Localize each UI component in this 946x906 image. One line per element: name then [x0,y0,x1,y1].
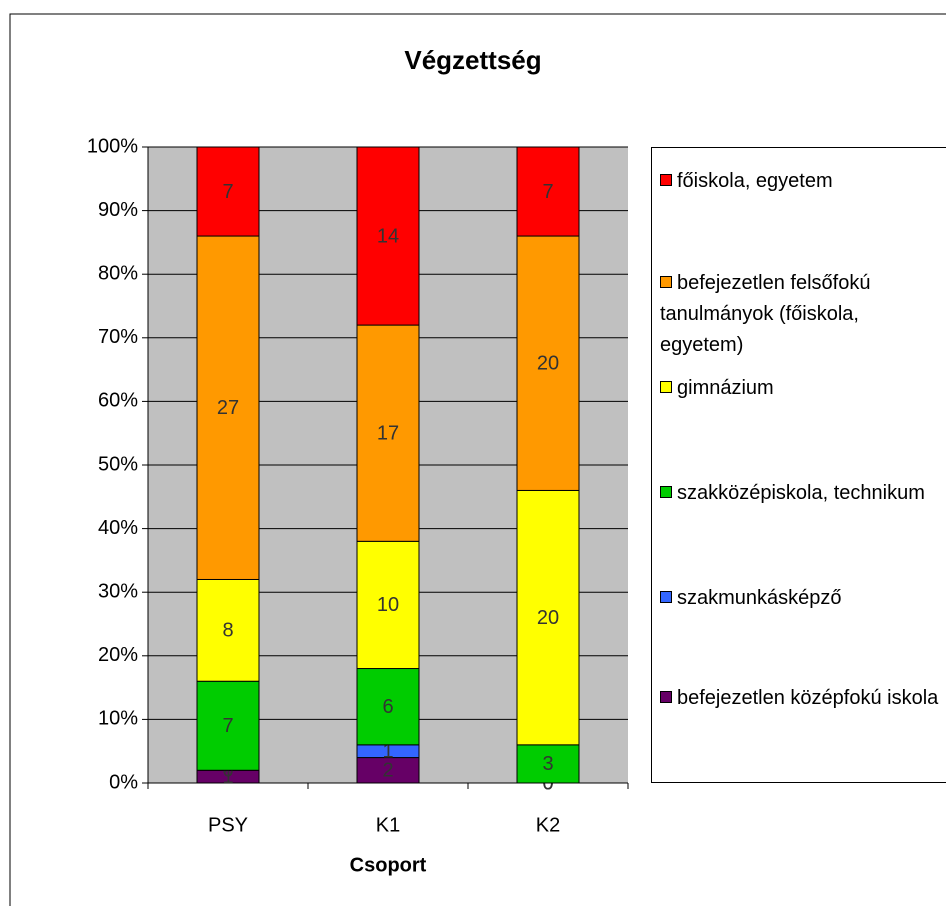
y-tick-label: 50% [98,453,138,475]
x-tick-label: PSY [208,814,248,836]
y-tick-label: 90% [98,199,138,221]
bar-segment [356,324,420,542]
bar-segment [356,757,420,784]
data-label: 27 [217,397,239,419]
data-label: 14 [377,225,399,247]
data-label: 17 [377,422,399,444]
bar-segment [356,668,420,746]
x-tick-label: K2 [536,814,560,836]
bar-segment [196,578,260,682]
legend-label: befejezetlen felsőfokú tanulmányok (főis… [660,272,871,356]
y-tick-label: 10% [98,708,138,730]
legend-label: szakmunkásképző [677,587,842,609]
x-axis-label: Csoport [350,854,427,876]
legend-item: szakközépiskola, technikum [660,478,945,509]
data-label: 1 [222,766,233,788]
bar-segment [516,146,580,237]
bar-segment [196,680,260,771]
legend-swatch [660,276,672,288]
legend-label: főiskola, egyetem [677,170,833,192]
data-label: 3 [542,753,553,775]
data-label: 20 [537,607,559,629]
y-tick-label: 20% [98,644,138,666]
data-label: 6 [382,696,393,718]
bar-segment [516,489,580,746]
y-tick-label: 30% [98,580,138,602]
data-label: 7 [222,181,233,203]
bar-segment [356,146,420,326]
data-label: 2 [382,760,393,782]
legend-swatch [660,174,672,186]
y-tick-label: 0% [109,771,138,793]
legend-item: befejezetlen középfokú iskola [660,683,945,714]
data-label: 20 [537,353,559,375]
chart-title: Végzettség [404,45,541,75]
bar-segment [196,235,260,580]
data-label: 8 [222,620,233,642]
data-label: 10 [377,594,399,616]
data-label: 7 [542,181,553,203]
legend-item: gimnázium [660,373,945,404]
legend-swatch [660,691,672,703]
bar-segment [356,540,420,670]
legend-item: befejezetlen felsőfokú tanulmányok (főis… [660,268,945,361]
legend-label: befejezetlen középfokú iskola [677,687,939,709]
data-label: 1 [382,740,393,762]
y-tick-label: 100% [87,135,138,157]
bar-segment [516,235,580,491]
legend-label: gimnázium [677,377,774,399]
y-tick-label: 40% [98,517,138,539]
data-label: 7 [222,715,233,737]
y-tick-label: 70% [98,326,138,348]
y-tick-label: 80% [98,262,138,284]
bar-segment [516,744,580,784]
legend-swatch [660,591,672,603]
legend-swatch [660,381,672,393]
legend-item: főiskola, egyetem [660,166,945,197]
x-tick-label: K1 [376,814,400,836]
legend-swatch [660,486,672,498]
legend-item: szakmunkásképző [660,583,945,614]
legend-label: szakközépiskola, technikum [677,482,925,504]
legend: befejezetlen középfokú iskola szakmunkásk… [651,147,946,783]
bar-segment [196,146,260,237]
y-tick-label: 60% [98,390,138,412]
